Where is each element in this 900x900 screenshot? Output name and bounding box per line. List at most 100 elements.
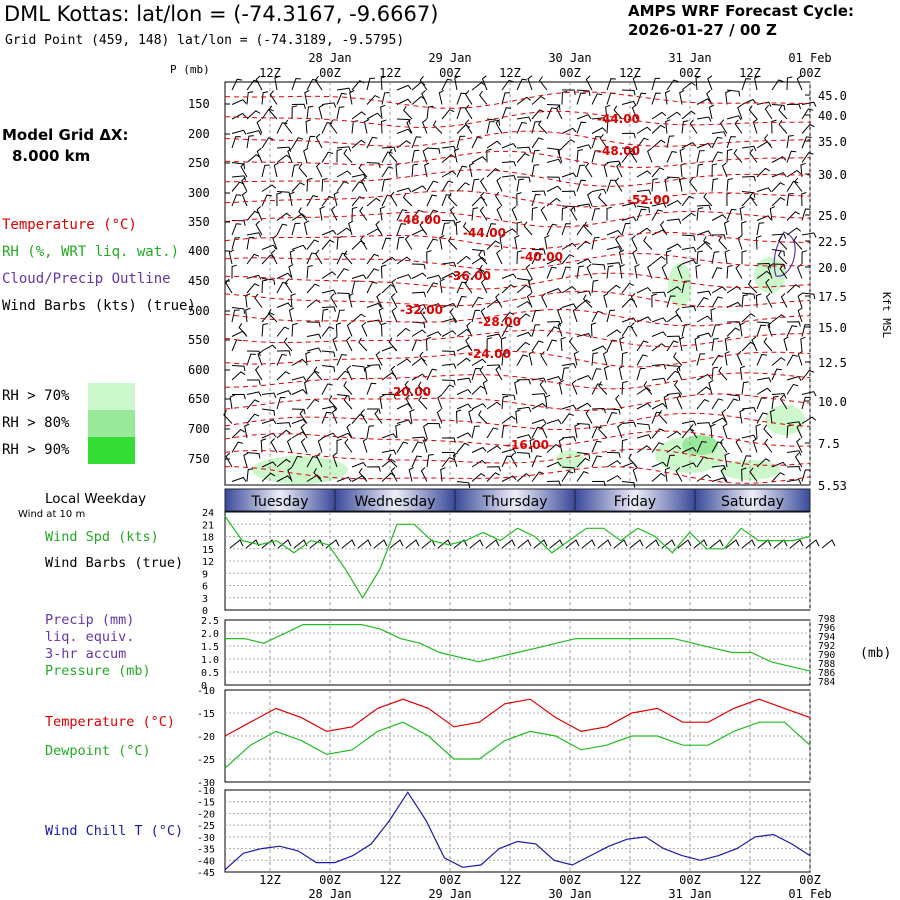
wind-barb	[306, 347, 322, 353]
wind-barb	[546, 176, 561, 183]
wind-panel-ytick: 24	[202, 508, 214, 519]
wind-barb	[314, 75, 323, 91]
wind-barb	[455, 409, 462, 424]
wind-barb	[711, 398, 724, 410]
wind-barb	[561, 90, 568, 105]
wind-barb	[439, 235, 445, 250]
wind-barb	[261, 472, 276, 482]
pressure-panel-ytick: 1.0	[201, 655, 219, 666]
wind-barb	[336, 394, 351, 402]
temperature-contour	[224, 110, 811, 129]
wind-barb	[561, 303, 577, 309]
wind-barb	[396, 140, 411, 149]
wind-barb	[676, 394, 683, 410]
wind-barb	[796, 423, 803, 439]
wind-barb	[676, 365, 683, 381]
wind-barb	[486, 121, 495, 134]
contour-label: -44.00	[597, 112, 640, 126]
wind-barb	[538, 76, 548, 91]
height-tick: 22.5	[818, 235, 847, 249]
wind-barb	[763, 424, 773, 439]
wind-barb	[756, 458, 771, 468]
wind-barb	[288, 263, 294, 279]
wind-barb	[591, 310, 603, 323]
wind-barb	[321, 306, 336, 312]
wind-barb	[440, 467, 446, 482]
bottom-time-tick: 00Z	[799, 873, 821, 887]
wind-barb	[289, 191, 295, 207]
pressure-tick: 750	[188, 452, 210, 466]
forecast-cycle-value: 2026-01-27 / 00 Z	[628, 21, 777, 39]
wind-barb	[526, 292, 533, 308]
wind-barb	[777, 250, 788, 265]
wind-panel-ytick: 18	[202, 533, 214, 544]
wind-barb	[591, 383, 603, 395]
wind-barb	[606, 309, 616, 323]
wind-barb	[741, 381, 749, 395]
wind-barb	[471, 207, 479, 221]
wind-barb	[651, 178, 658, 192]
wind-barb	[632, 466, 638, 482]
wind-barb	[606, 206, 612, 221]
pressure-right-tick: 790	[818, 650, 835, 661]
wind-barb	[765, 278, 773, 294]
wind-barb	[241, 191, 248, 207]
wind-barb	[570, 206, 578, 221]
wind-barb	[516, 452, 531, 459]
wind-barb	[516, 221, 523, 236]
surface-wind-barb	[581, 539, 596, 549]
wind-barb	[591, 345, 607, 352]
pressure-tick: 300	[188, 186, 210, 200]
wind-barb	[666, 365, 681, 372]
temperature-panel-ytick: -10	[197, 686, 215, 697]
wind-barb	[681, 120, 689, 134]
wind-barb	[481, 75, 488, 91]
wind-barb	[336, 476, 352, 482]
wind-barb	[359, 206, 368, 221]
wind-barb	[378, 307, 384, 323]
wind-barb	[531, 419, 547, 424]
wind-barb	[348, 292, 354, 308]
wind-barb	[576, 402, 592, 410]
wind-barb	[606, 452, 621, 458]
wind-barb	[651, 139, 666, 149]
wind-barb	[786, 180, 799, 192]
wind-barb	[261, 279, 268, 294]
wind-barb	[771, 368, 782, 381]
wind-barb	[778, 120, 788, 134]
wind-barb	[771, 104, 786, 111]
wind-barb	[298, 207, 308, 221]
wind-barb	[801, 123, 815, 134]
wind-barb	[561, 139, 576, 149]
wind-barb	[291, 244, 307, 250]
wind-barb	[246, 110, 261, 120]
pressure-line	[225, 624, 811, 672]
wind-barb	[707, 75, 713, 91]
wind-barb	[801, 250, 808, 265]
wind-barb	[651, 472, 666, 482]
wind-barb	[441, 220, 456, 226]
wind-panel-ytick: 12	[202, 557, 214, 568]
wind-barb	[673, 380, 683, 395]
wind-barb	[747, 279, 758, 294]
wind-barb	[583, 221, 593, 236]
wind-barb	[333, 191, 339, 207]
wind-barb	[681, 305, 697, 312]
wind-barb	[527, 75, 533, 91]
wind-barb	[591, 150, 601, 163]
wind-barb	[343, 149, 353, 163]
pressure-tick: 700	[188, 422, 210, 436]
wind-barbs-label: Wind Barbs (true)	[45, 555, 184, 571]
wind-barb	[786, 354, 798, 366]
wind-barb	[634, 264, 640, 279]
wind-barb	[621, 202, 637, 208]
wind-barb	[719, 438, 728, 453]
wind-barb	[390, 365, 398, 381]
wind-barb	[606, 262, 622, 268]
wind-barb	[465, 336, 473, 352]
wind-barb	[636, 387, 652, 395]
weekday-friday: Friday	[614, 494, 656, 510]
wind-barb	[689, 423, 698, 439]
wind-barb	[689, 119, 698, 134]
wind-barb	[651, 442, 664, 453]
